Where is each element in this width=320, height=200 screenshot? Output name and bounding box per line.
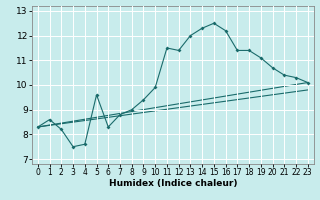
X-axis label: Humidex (Indice chaleur): Humidex (Indice chaleur) [108,179,237,188]
